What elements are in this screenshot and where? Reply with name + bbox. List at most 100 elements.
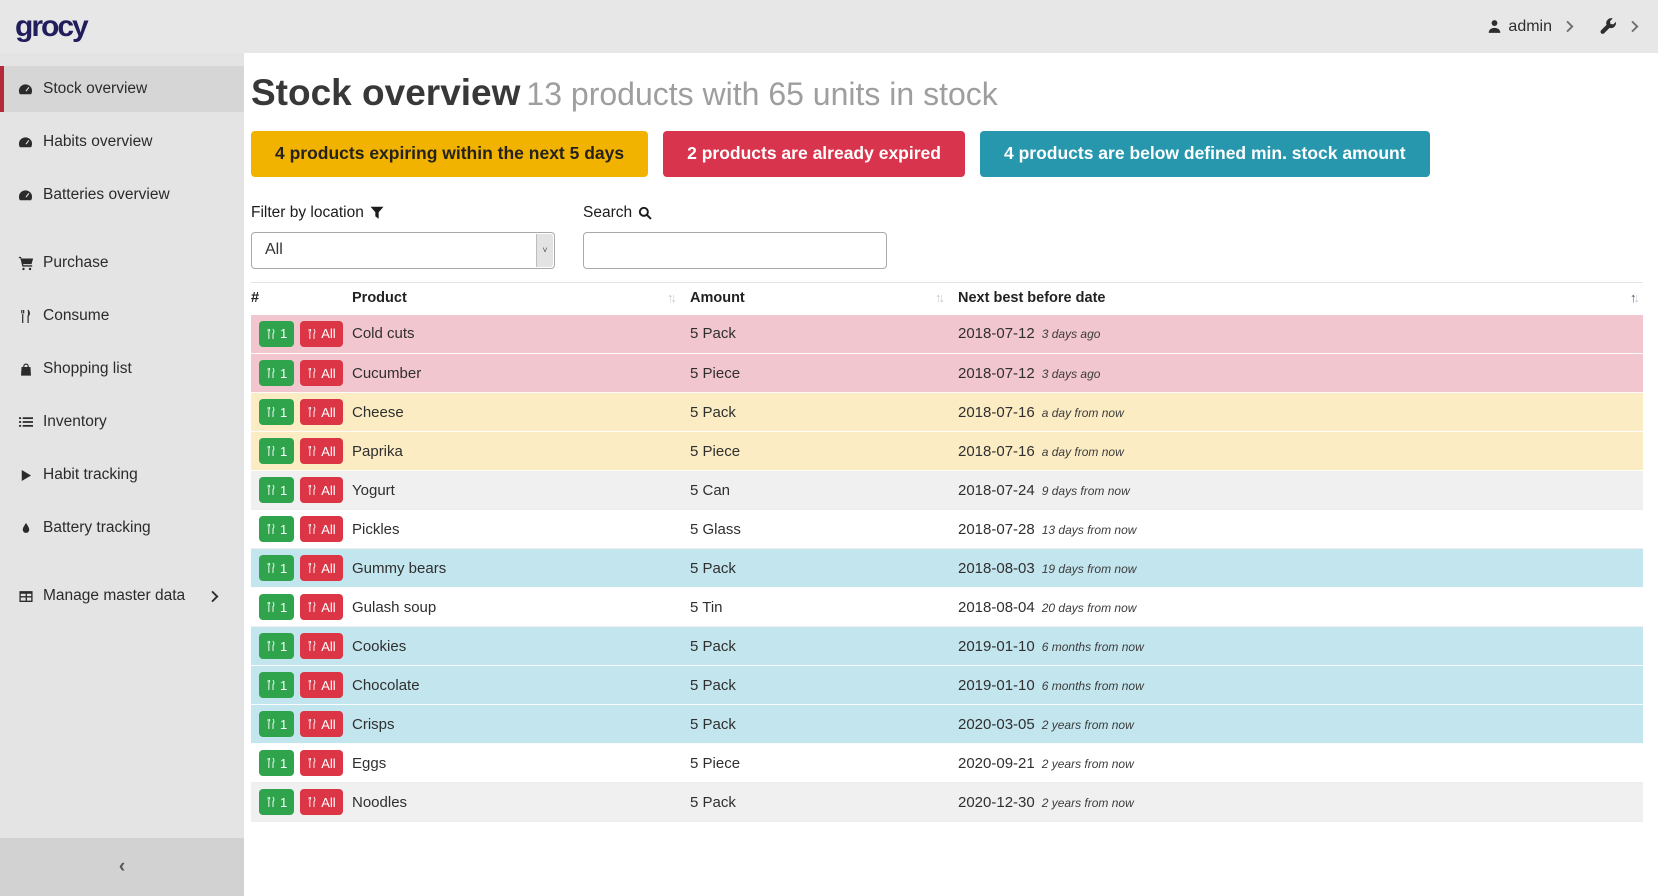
utensils-icon bbox=[307, 640, 317, 652]
amount: 5 Pack bbox=[690, 782, 958, 823]
utensils-icon bbox=[307, 484, 317, 496]
consume-one-button[interactable]: 1 bbox=[259, 594, 295, 621]
consume-all-button[interactable]: All bbox=[300, 438, 343, 465]
shopping-bag-icon bbox=[17, 362, 34, 377]
consume-one-button[interactable]: 1 bbox=[259, 399, 295, 426]
settings-expand-chevron-icon[interactable] bbox=[1631, 20, 1640, 33]
product-name: Cheese bbox=[352, 392, 690, 433]
user-name: admin bbox=[1508, 17, 1552, 35]
location-select[interactable]: All ˅ bbox=[251, 231, 555, 269]
consume-one-button[interactable]: 1 bbox=[259, 555, 295, 582]
search-input[interactable] bbox=[583, 231, 887, 269]
app-logo[interactable]: grocy bbox=[15, 9, 89, 43]
main-content: Stock overview 13 products with 65 units … bbox=[244, 53, 1658, 896]
product-name: Pickles bbox=[352, 509, 690, 550]
sidebar-item-label: Inventory bbox=[43, 413, 107, 430]
utensils-icon bbox=[307, 679, 317, 691]
utensils-icon bbox=[266, 484, 276, 496]
consume-one-button[interactable]: 1 bbox=[259, 633, 295, 660]
sidebar-item-label: Consume bbox=[43, 307, 110, 324]
utensils-icon bbox=[307, 796, 317, 808]
utensils-icon bbox=[266, 367, 276, 379]
consume-all-button[interactable]: All bbox=[300, 750, 343, 777]
sidebar-item-manage-master-data[interactable]: Manage master data bbox=[0, 573, 244, 619]
location-select-value: All bbox=[265, 241, 283, 259]
consume-one-button[interactable]: 1 bbox=[259, 750, 295, 777]
consume-all-button[interactable]: All bbox=[300, 360, 343, 387]
product-name: Gummy bears bbox=[352, 548, 690, 589]
relative-time: 6 months from now bbox=[1041, 639, 1144, 654]
best-before-date: 2018-07-12 3 days ago bbox=[958, 353, 1643, 394]
status-badge-0[interactable]: 4 products expiring within the next 5 da… bbox=[251, 130, 649, 177]
consume-one-button[interactable]: 1 bbox=[259, 320, 295, 347]
gauge-icon bbox=[17, 82, 34, 97]
sidebar-collapse-button[interactable]: ‹ bbox=[0, 838, 244, 896]
sidebar-item-habits-overview[interactable]: Habits overview bbox=[0, 119, 244, 165]
chevron-left-icon: ‹ bbox=[118, 856, 126, 877]
stock-table-body: 1 All Cold cuts 5 Pack 2018-07-12 3 days … bbox=[251, 314, 1643, 823]
sidebar-item-label: Shopping list bbox=[43, 360, 132, 377]
sort-icon[interactable]: ↑↓ bbox=[935, 290, 945, 306]
consume-one-button[interactable]: 1 bbox=[259, 672, 295, 699]
sidebar-item-purchase[interactable]: Purchase bbox=[0, 240, 244, 286]
consume-one-button[interactable]: 1 bbox=[259, 438, 295, 465]
table-row: 1 All Eggs 5 Piece 2020-09-21 2 years fro… bbox=[251, 743, 1643, 784]
column-header-product[interactable]: Product ↑↓ bbox=[352, 281, 690, 315]
status-badge-1[interactable]: 2 products are already expired bbox=[663, 130, 965, 177]
consume-all-button[interactable]: All bbox=[300, 711, 343, 738]
column-header-next-best-before-date[interactable]: Next best before date ↑↓ bbox=[958, 281, 1643, 315]
status-badge-2[interactable]: 4 products are below defined min. stock … bbox=[979, 130, 1430, 177]
column-header-amount[interactable]: Amount ↑↓ bbox=[690, 281, 958, 315]
user-expand-chevron-icon[interactable] bbox=[1566, 20, 1575, 33]
sidebar-item-battery-tracking[interactable]: Battery tracking bbox=[0, 505, 244, 551]
consume-all-button[interactable]: All bbox=[300, 633, 343, 660]
consume-all-button[interactable]: All bbox=[300, 477, 343, 504]
utensils-icon bbox=[307, 718, 317, 730]
consume-one-button[interactable]: 1 bbox=[259, 789, 295, 816]
consume-all-button[interactable]: All bbox=[300, 516, 343, 543]
amount: 5 Pack bbox=[690, 704, 958, 745]
relative-time: a day from now bbox=[1041, 405, 1124, 420]
consume-one-button[interactable]: 1 bbox=[259, 477, 295, 504]
amount: 5 Glass bbox=[690, 509, 958, 550]
utensils-icon bbox=[266, 562, 276, 574]
consume-one-button[interactable]: 1 bbox=[259, 711, 295, 738]
sidebar-item-shopping-list[interactable]: Shopping list bbox=[0, 346, 244, 392]
consume-all-button[interactable]: All bbox=[300, 789, 343, 816]
settings-wrench-icon[interactable] bbox=[1599, 17, 1617, 36]
sidebar-item-consume[interactable]: Consume bbox=[0, 293, 244, 339]
consume-one-button[interactable]: 1 bbox=[259, 360, 295, 387]
utensils-icon bbox=[266, 523, 276, 535]
product-name: Gulash soup bbox=[352, 587, 690, 628]
consume-all-button[interactable]: All bbox=[300, 672, 343, 699]
consume-all-button[interactable]: All bbox=[300, 399, 343, 426]
utensils-icon bbox=[307, 757, 317, 769]
consume-all-button[interactable]: All bbox=[300, 555, 343, 582]
user-menu[interactable]: admin bbox=[1487, 18, 1552, 36]
utensils-icon bbox=[266, 328, 276, 340]
table-row: 1 All Crisps 5 Pack 2020-03-05 2 years fr… bbox=[251, 704, 1643, 745]
consume-all-button[interactable]: All bbox=[300, 320, 343, 347]
table-row: 1 All Cheese 5 Pack 2018-07-16 a day from… bbox=[251, 392, 1643, 433]
page-subtitle: 13 products with 65 units in stock bbox=[526, 76, 998, 112]
sidebar-item-stock-overview[interactable]: Stock overview bbox=[0, 66, 244, 112]
utensils-icon bbox=[266, 757, 276, 769]
amount: 5 Pack bbox=[690, 665, 958, 706]
stock-table: # Product ↑↓ Amount ↑↓ Next best before date ↑… bbox=[251, 281, 1643, 823]
utensils-icon bbox=[307, 367, 317, 379]
consume-all-button[interactable]: All bbox=[300, 594, 343, 621]
best-before-date: 2018-07-16 a day from now bbox=[958, 392, 1643, 433]
sidebar-item-inventory[interactable]: Inventory bbox=[0, 399, 244, 445]
sort-icon[interactable]: ↑↓ bbox=[1630, 290, 1640, 306]
relative-time: 2 years from now bbox=[1041, 756, 1134, 771]
sidebar-item-batteries-overview[interactable]: Batteries overview bbox=[0, 172, 244, 218]
best-before-date: 2020-12-30 2 years from now bbox=[958, 782, 1643, 823]
sort-icon[interactable]: ↑↓ bbox=[667, 290, 677, 306]
utensils-icon bbox=[307, 562, 317, 574]
utensils-icon bbox=[266, 406, 276, 418]
consume-one-button[interactable]: 1 bbox=[259, 516, 295, 543]
sidebar-item-label: Stock overview bbox=[43, 80, 148, 97]
sidebar-item-label: Habits overview bbox=[43, 133, 153, 150]
relative-time: 9 days from now bbox=[1041, 483, 1130, 498]
sidebar-item-habit-tracking[interactable]: Habit tracking bbox=[0, 452, 244, 498]
